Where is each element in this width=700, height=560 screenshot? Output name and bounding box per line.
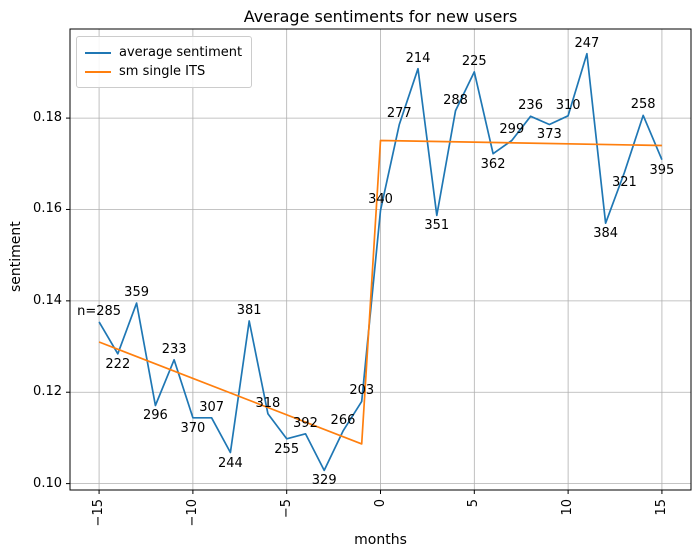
x-axis-label: months bbox=[354, 532, 407, 548]
y-axis-label: sentiment bbox=[8, 221, 24, 292]
x-tick-label-text: −5 bbox=[278, 499, 294, 519]
data-point-annotation: 310 bbox=[555, 97, 581, 113]
data-point-annotation: 214 bbox=[405, 50, 431, 66]
data-point-annotation: 329 bbox=[311, 473, 337, 489]
data-point-annotation: 258 bbox=[630, 97, 656, 113]
data-point-annotation: 362 bbox=[480, 156, 506, 172]
data-point-annotation: 351 bbox=[424, 218, 450, 234]
data-point-annotation: 296 bbox=[142, 408, 168, 424]
legend-line-swatch-blue bbox=[85, 51, 111, 54]
series-line-1 bbox=[98, 139, 662, 445]
x-tick-label-text: 0 bbox=[372, 499, 388, 508]
data-point-annotation: 233 bbox=[161, 341, 187, 357]
legend-label: average sentiment bbox=[119, 45, 243, 60]
data-point-annotation: 266 bbox=[330, 413, 356, 429]
x-tick-label-text: 15 bbox=[653, 499, 669, 516]
y-tick-label: 0.10 bbox=[33, 475, 62, 491]
x-tick-label: −15 bbox=[91, 495, 107, 526]
x-tick-label-text: −15 bbox=[91, 499, 107, 527]
x-tick-label-text: 10 bbox=[560, 499, 576, 516]
legend: average sentiment sm single ITS bbox=[76, 36, 253, 88]
data-point-annotation: 395 bbox=[649, 162, 675, 178]
data-point-annotation: 222 bbox=[105, 356, 131, 372]
chart-title: Average sentiments for new users bbox=[243, 7, 518, 26]
y-tick-label: 0.18 bbox=[33, 110, 62, 126]
data-point-annotation: 370 bbox=[180, 420, 206, 436]
x-tick-label-text: −10 bbox=[184, 499, 200, 527]
data-point-annotation: 277 bbox=[386, 106, 412, 122]
legend-item-sm-single-its: sm single ITS bbox=[85, 62, 242, 81]
data-point-annotation: 384 bbox=[593, 226, 619, 242]
y-tick-label: 0.16 bbox=[33, 201, 62, 217]
data-point-annotation: 236 bbox=[518, 98, 543, 114]
series-line-0 bbox=[98, 52, 663, 472]
y-tick-label: 0.12 bbox=[33, 384, 62, 400]
legend-item-average-sentiment: average sentiment bbox=[85, 43, 242, 62]
data-point-annotation: 318 bbox=[255, 395, 281, 411]
x-tick-label: 5 bbox=[466, 495, 482, 511]
x-tick-label: 10 bbox=[560, 495, 576, 516]
data-point-annotation: 321 bbox=[611, 175, 637, 191]
data-point-annotation: 373 bbox=[536, 127, 562, 143]
data-point-annotation: 288 bbox=[443, 92, 468, 108]
y-tick-label: 0.14 bbox=[33, 292, 62, 308]
data-point-annotation: 244 bbox=[217, 455, 243, 471]
x-tick-label: 15 bbox=[654, 495, 670, 516]
legend-line-swatch-orange bbox=[85, 70, 111, 73]
data-point-annotation: 203 bbox=[349, 383, 375, 399]
x-tick-label: 0 bbox=[373, 495, 389, 511]
x-tick-label-text: 5 bbox=[466, 499, 482, 508]
data-point-annotation: 381 bbox=[236, 302, 262, 318]
data-point-annotation: 255 bbox=[274, 441, 300, 457]
x-tick-label: −5 bbox=[279, 495, 295, 518]
data-point-annotation: 307 bbox=[199, 399, 225, 415]
data-point-annotation: 359 bbox=[124, 285, 150, 301]
data-point-annotation: n=285 bbox=[77, 303, 122, 319]
x-tick-label: −10 bbox=[185, 495, 201, 526]
data-point-annotation: 340 bbox=[368, 192, 393, 208]
legend-label: sm single ITS bbox=[119, 64, 206, 79]
data-point-annotation: 392 bbox=[293, 415, 318, 431]
data-point-annotation: 225 bbox=[461, 53, 487, 69]
data-point-annotation: 299 bbox=[499, 122, 525, 138]
data-point-annotation: 247 bbox=[574, 35, 600, 51]
